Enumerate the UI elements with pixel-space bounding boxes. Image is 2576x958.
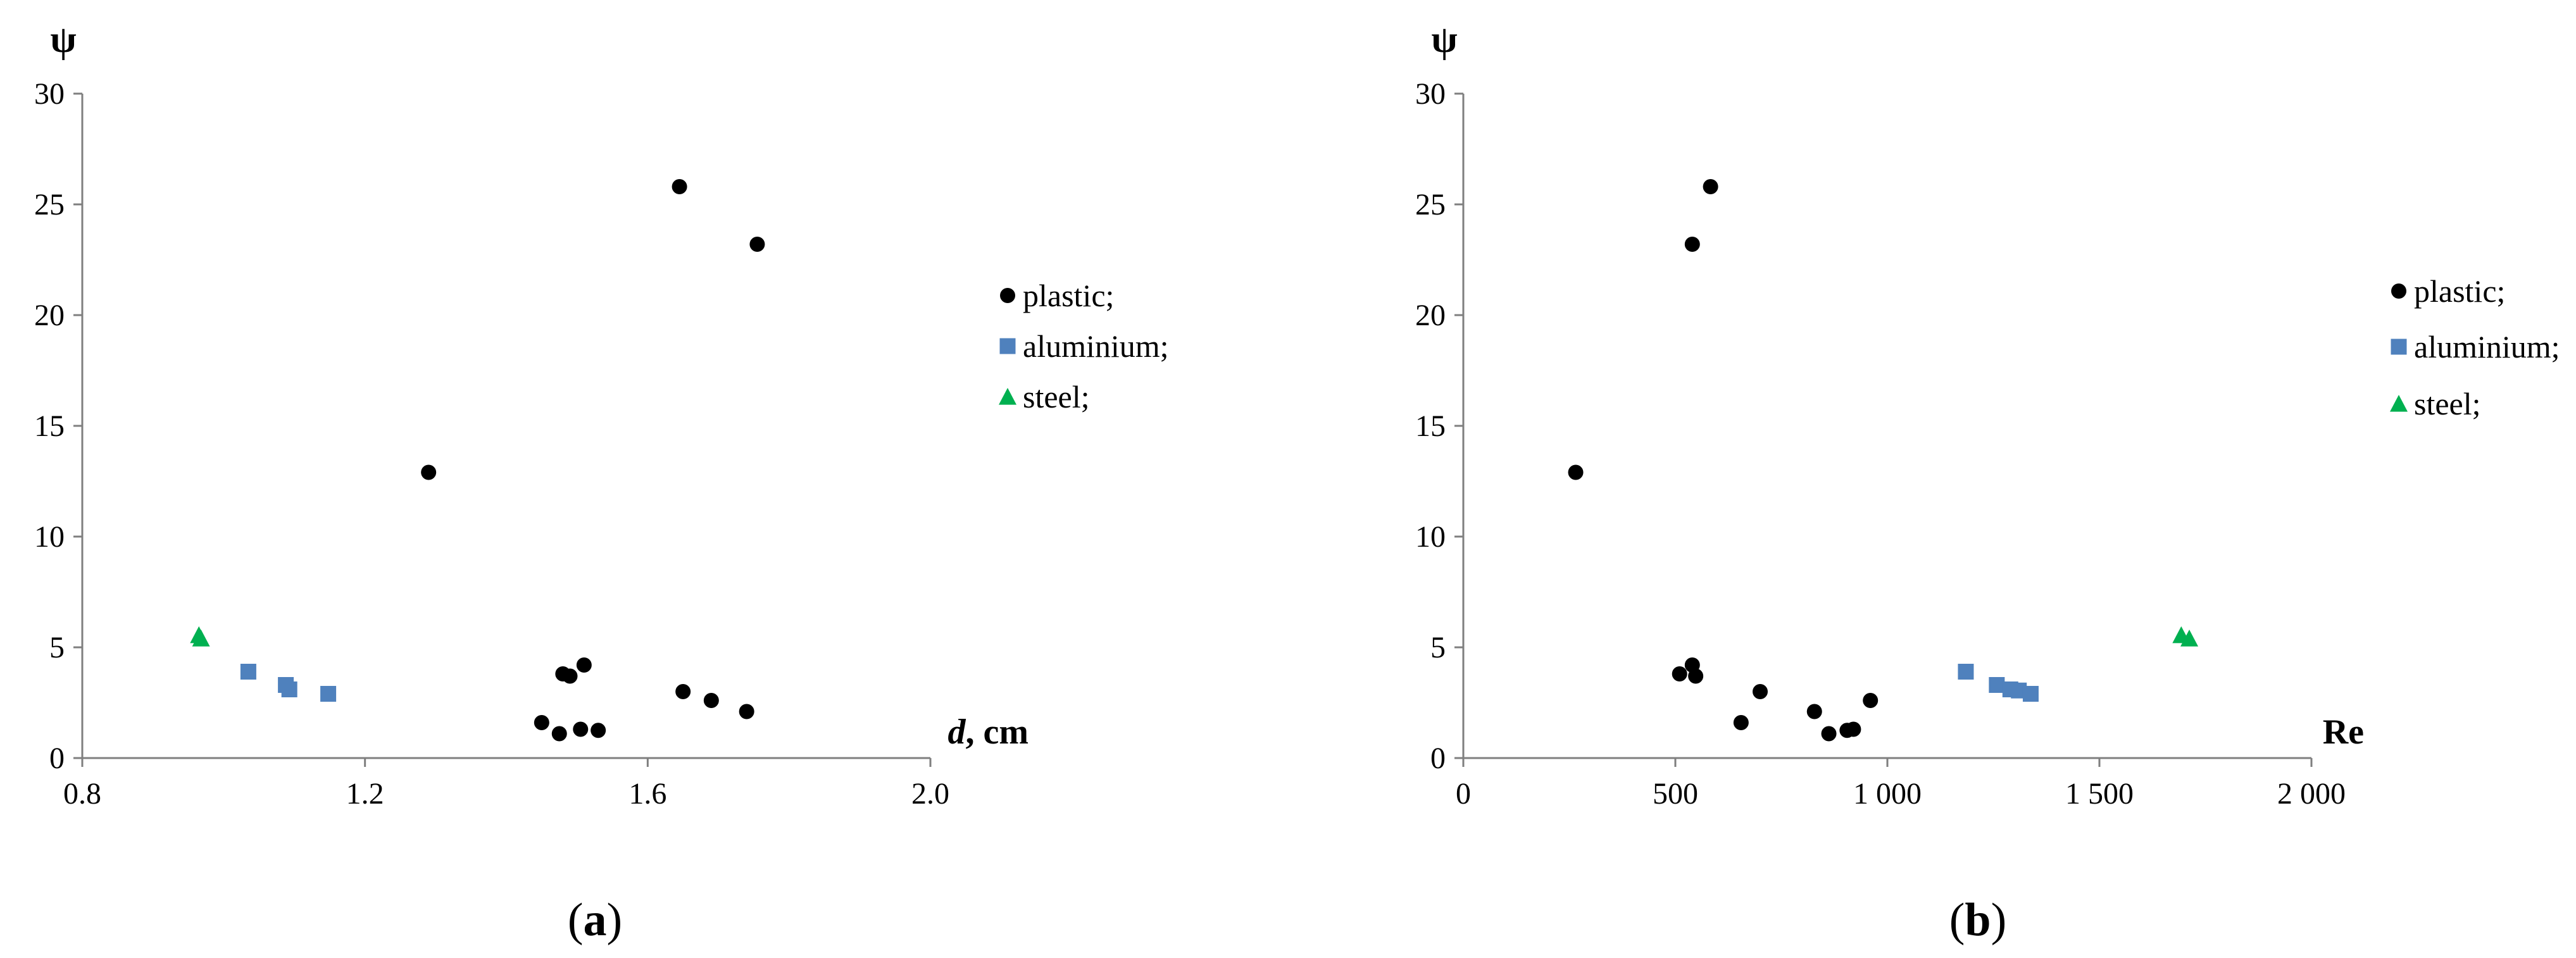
legend-steel-marker bbox=[999, 388, 1016, 405]
plastic-point bbox=[703, 693, 719, 708]
plastic-point bbox=[562, 668, 578, 684]
x-axis-label: d, cm bbox=[947, 712, 1029, 752]
y-tick-label: 15 bbox=[1415, 409, 1446, 443]
plastic-point bbox=[534, 715, 549, 730]
y-tick-label: 10 bbox=[34, 520, 65, 554]
legend-steel-label: steel; bbox=[2414, 386, 2481, 421]
plastic-point bbox=[739, 704, 754, 719]
y-axis-label: ψ bbox=[1431, 18, 1457, 60]
plastic-point bbox=[675, 684, 691, 699]
legend-steel-label: steel; bbox=[1023, 379, 1090, 414]
plastic-point bbox=[1846, 721, 1861, 737]
data-points bbox=[1568, 179, 2199, 742]
legend: plastic; aluminium; steel; bbox=[2390, 273, 2560, 421]
x-ticks: 0 500 1 000 1 500 2 000 bbox=[1456, 758, 2346, 811]
x-tick-label: 500 bbox=[1653, 777, 1698, 811]
x-axis-label-unit: Re bbox=[2323, 712, 2364, 752]
y-ticks: 0 5 10 15 20 25 30 bbox=[1415, 77, 1463, 775]
plastic-point bbox=[573, 721, 589, 737]
steel-point bbox=[192, 630, 210, 647]
legend: plastic; aluminium; steel; bbox=[999, 278, 1169, 414]
data-points bbox=[190, 179, 765, 742]
legend-aluminium-marker bbox=[2391, 339, 2407, 355]
aluminium-point bbox=[281, 681, 297, 697]
plastic-point bbox=[1806, 704, 1822, 719]
x-axis-label-symbol: d bbox=[947, 712, 966, 752]
chart-panel-b: ψ Re 0 5 10 15 20 25 30 0 500 1 000 1 500 2 000 pl… bbox=[1415, 18, 2560, 946]
plastic-point bbox=[1753, 684, 1768, 699]
x-tick-label: 2 000 bbox=[2277, 777, 2346, 811]
plastic-point bbox=[1733, 715, 1749, 730]
y-tick-label: 20 bbox=[1415, 299, 1446, 332]
plastic-point bbox=[1821, 726, 1837, 742]
plastic-point bbox=[1703, 179, 1718, 194]
legend-plastic-label: plastic; bbox=[1023, 278, 1114, 313]
legend-aluminium-marker bbox=[999, 338, 1016, 354]
legend-plastic-marker bbox=[1000, 288, 1015, 303]
x-tick-label: 1.6 bbox=[628, 777, 666, 811]
plastic-point bbox=[421, 464, 437, 480]
steel-point bbox=[2180, 630, 2199, 647]
plastic-point bbox=[591, 723, 606, 738]
y-tick-label: 10 bbox=[1415, 520, 1446, 554]
legend-plastic-marker bbox=[2391, 283, 2406, 299]
y-tick-label: 30 bbox=[1415, 77, 1446, 111]
y-tick-label: 5 bbox=[1430, 631, 1446, 664]
legend-steel-marker bbox=[2390, 395, 2408, 412]
y-tick-label: 30 bbox=[34, 77, 65, 111]
legend-aluminium-label: aluminium; bbox=[1023, 328, 1169, 364]
y-tick-label: 15 bbox=[34, 409, 65, 443]
y-tick-label: 25 bbox=[34, 188, 65, 221]
panel-label: (a) bbox=[568, 894, 622, 946]
x-tick-label: 1 000 bbox=[1853, 777, 1922, 811]
plastic-point bbox=[576, 657, 592, 673]
plastic-point bbox=[672, 179, 687, 194]
x-tick-label: 1 500 bbox=[2065, 777, 2134, 811]
aluminium-point bbox=[1958, 664, 1974, 680]
x-ticks: 0.8 1.2 1.6 2.0 bbox=[63, 758, 949, 811]
aluminium-point bbox=[240, 664, 256, 680]
x-axis-label-unit: , cm bbox=[965, 712, 1029, 752]
legend-plastic-label: plastic; bbox=[2414, 273, 2505, 309]
plastic-point bbox=[1568, 464, 1584, 480]
aluminium-point bbox=[2022, 686, 2039, 702]
plastic-point bbox=[749, 237, 765, 252]
y-tick-label: 5 bbox=[49, 631, 65, 664]
plastic-point bbox=[1688, 668, 1704, 684]
plastic-point bbox=[1672, 666, 1687, 681]
plastic-point bbox=[551, 726, 567, 742]
y-tick-label: 0 bbox=[1430, 742, 1446, 775]
x-tick-label: 2.0 bbox=[911, 777, 949, 811]
x-tick-label: 0 bbox=[1456, 777, 1471, 811]
x-axis-label: Re bbox=[2323, 712, 2364, 752]
x-tick-label: 0.8 bbox=[63, 777, 101, 811]
legend-aluminium-label: aluminium; bbox=[2414, 329, 2560, 364]
plastic-point bbox=[1863, 693, 1879, 708]
y-tick-label: 0 bbox=[49, 742, 65, 775]
y-tick-label: 25 bbox=[1415, 188, 1446, 221]
aluminium-point bbox=[1989, 677, 2005, 693]
panel-label: (b) bbox=[1949, 894, 2006, 946]
chart-panel-a: ψ d, cm 0 5 10 15 20 25 30 0.8 1.2 1.6 2.0 plasti… bbox=[34, 18, 1169, 946]
y-ticks: 0 5 10 15 20 25 30 bbox=[34, 77, 82, 775]
x-tick-label: 1.2 bbox=[346, 777, 384, 811]
y-tick-label: 20 bbox=[34, 299, 65, 332]
y-axis-label: ψ bbox=[50, 18, 76, 60]
plastic-point bbox=[1684, 237, 1700, 252]
aluminium-point bbox=[320, 686, 337, 702]
